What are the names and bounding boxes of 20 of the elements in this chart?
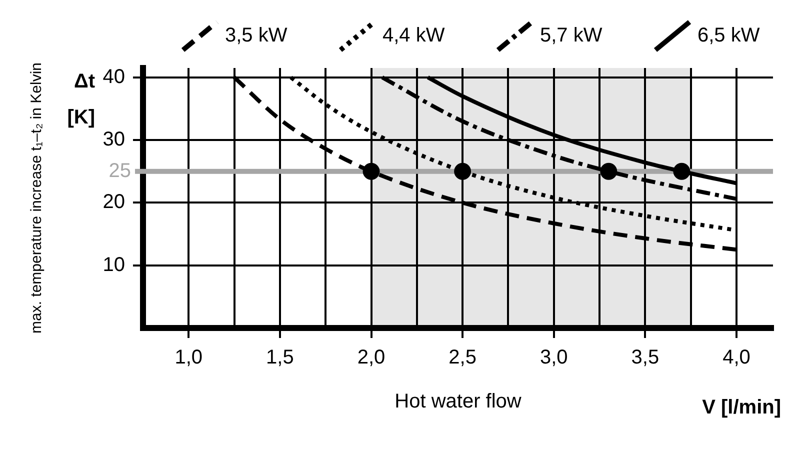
legend-label: 6,5 kW bbox=[698, 24, 760, 47]
text: Δt [K] bbox=[67, 70, 96, 129]
x-tick-label: 2,5 bbox=[448, 346, 476, 369]
x-tick-label: 2,0 bbox=[357, 346, 386, 369]
x-tick-label: 1,0 bbox=[174, 346, 203, 369]
text: V [l/min] bbox=[702, 396, 781, 419]
y-tick-label: 30 bbox=[102, 128, 125, 151]
y-axis-title: max. temperature increase t₁–t₂ in Kelvin bbox=[28, 62, 46, 334]
x-axis-title: Hot water flow bbox=[394, 390, 522, 413]
y-tick-label: 20 bbox=[102, 191, 125, 214]
y-tick-label: 10 bbox=[102, 254, 125, 276]
x-tick-label: 3,5 bbox=[631, 346, 660, 369]
legend-label: 3,5 kW bbox=[225, 24, 288, 47]
x-tick-label: 1,5 bbox=[266, 346, 294, 369]
y-tick-label: 40 bbox=[102, 66, 125, 88]
legend-label: 4,4 kW bbox=[382, 24, 445, 47]
legend-label: 5,7 kW bbox=[540, 24, 602, 47]
ref-line-label: 25 bbox=[108, 160, 131, 182]
x-tick-label: 3,0 bbox=[540, 346, 568, 369]
x-tick-label: 4,0 bbox=[722, 346, 750, 369]
